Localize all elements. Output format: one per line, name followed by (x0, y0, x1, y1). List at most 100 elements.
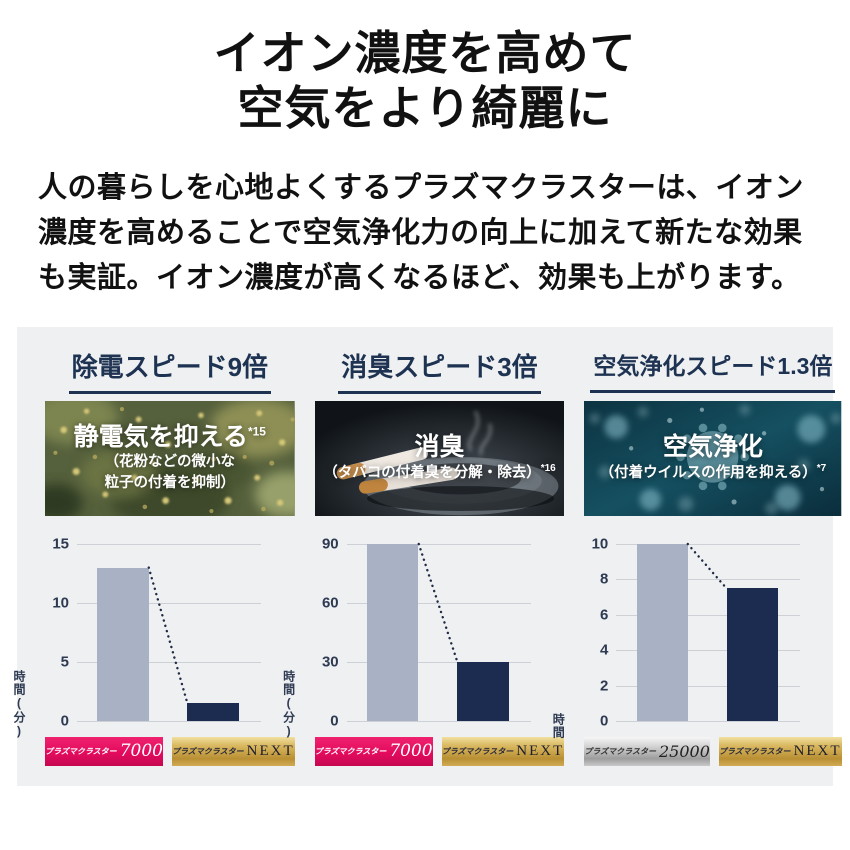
badge-brand: プラズマクラスター (718, 747, 791, 756)
column-static-electricity: 除電スピード9倍 (12, 347, 295, 766)
badge-model: NEXT (793, 743, 842, 759)
trend-dotted-line (417, 542, 459, 664)
virus-photo-art (584, 401, 842, 516)
column-air-purify: 空気浄化スピード1.3倍 (551, 347, 842, 766)
gridline (77, 721, 261, 722)
bar-next-model (187, 703, 239, 721)
badge-model: 25000 (658, 741, 710, 761)
y-tick-label: 0 (599, 712, 609, 730)
ashtray-photo: 消臭 （タバコの付着臭を分解・除去）*16 (314, 401, 565, 516)
badge-model: 7000 (119, 741, 163, 761)
caption-sub-note: *16 (540, 462, 556, 474)
y-tick-label: 5 (60, 653, 69, 671)
photo-caption: 静電気を抑える*15 （花粉などの微小な 粒子の付着を抑制） (45, 401, 295, 516)
product-badge-7000: プラズマクラスター 7000 (314, 737, 433, 766)
bar-chart-air-purify: 0 2 4 6 8 10 時間 (551, 530, 841, 739)
y-tick-label: 90 (321, 535, 339, 553)
badge-model: NEXT (516, 743, 565, 759)
bar-base-model (366, 544, 419, 721)
product-badge-next: プラズマクラスター NEXT (441, 737, 565, 766)
y-tick-label: 30 (321, 653, 339, 671)
caption-main-text: 空気浄化 (662, 433, 763, 462)
y-tick-label: 6 (599, 606, 609, 624)
caption-main-text: 消臭 (414, 433, 465, 462)
product-badges: プラズマクラスター 25000 プラズマクラスター NEXT (584, 737, 842, 766)
caption-sub-text1: （付着ウイルスの作用を抑える） (599, 464, 817, 481)
bar-chart-deodorize: 0 30 60 90 時間(分) (282, 530, 565, 739)
photo-caption-sub1: （タバコの付着臭を分解・除去）*16 (323, 462, 556, 484)
comparison-panel: 除電スピード9倍 (12, 327, 842, 786)
column-header-label: 消臭スピード3倍 (338, 347, 541, 394)
trend-dotted-line (147, 566, 189, 705)
pollen-photo: 静電気を抑える*15 （花粉などの微小な 粒子の付着を抑制） (45, 401, 295, 516)
pollen-photo-art (45, 401, 295, 516)
column-header: 空気浄化スピード1.3倍 (584, 347, 841, 399)
page-title: イオン濃度を高めて 空気をより綺麗に (0, 0, 850, 136)
column-header: 消臭スピード3倍 (315, 347, 565, 399)
gridline (77, 603, 261, 604)
product-badge-next: プラズマクラスター NEXT (718, 737, 842, 766)
gridline (616, 721, 801, 722)
photo-caption-main: 消臭 (414, 433, 464, 462)
caption-sub-note: *7 (816, 462, 827, 474)
y-axis-label: 時間 (551, 713, 566, 739)
caption-sub-text1: （花粉などの微小な (104, 453, 236, 470)
intro-paragraph: 人の暮らしを心地よくするプラズマクラスターは、イオン濃度を高めることで空気浄化力… (38, 172, 804, 294)
badge-model: 7000 (389, 741, 433, 761)
y-tick-label: 60 (321, 594, 339, 612)
bar-base-model (97, 567, 149, 721)
photo-caption-sub2: 粒子の付着を抑制） (105, 473, 236, 494)
column-deodorize: 消臭スピード3倍 (282, 347, 565, 766)
y-tick-label: 15 (52, 535, 69, 553)
bar-chart-static: 0 5 10 15 時間(分) (12, 530, 295, 739)
caption-sub-text1: （タバコの付着臭を分解・除去） (323, 464, 541, 481)
y-tick-label: 0 (60, 712, 69, 730)
caption-main-text: 静電気を抑える (73, 423, 248, 452)
photo-caption: 消臭 （タバコの付着臭を分解・除去）*16 (315, 401, 565, 516)
badge-brand: プラズマクラスター (314, 747, 387, 756)
gridline (346, 544, 531, 545)
column-header-label: 除電スピード9倍 (68, 347, 272, 394)
badge-model: NEXT (246, 743, 295, 759)
photo-caption-main: 空気浄化 (663, 433, 763, 462)
product-badges: プラズマクラスター 7000 プラズマクラスター NEXT (45, 737, 295, 766)
y-tick-label: 10 (52, 594, 69, 612)
badge-brand: プラズマクラスター (584, 747, 656, 756)
product-badge-25000: プラズマクラスター 25000 (584, 737, 710, 766)
page-title-line2: 空気をより綺麗に (237, 82, 613, 134)
gridline (616, 614, 801, 616)
product-badges: プラズマクラスター 7000 プラズマクラスター NEXT (314, 737, 565, 766)
gridline (77, 662, 261, 663)
badge-brand: プラズマクラスター (441, 747, 514, 756)
y-tick-label: 4 (599, 641, 609, 659)
bar-base-model (636, 544, 689, 721)
gridline (346, 721, 531, 722)
virus-photo: 空気浄化 （付着ウイルスの作用を抑える）*7 (584, 401, 842, 516)
y-tick-label: 10 (591, 535, 609, 553)
page-title-line1: イオン濃度を高めて (213, 27, 637, 79)
photo-caption: 空気浄化 （付着ウイルスの作用を抑える）*7 (584, 401, 841, 516)
caption-sub-text2: 粒子の付着を抑制） (104, 474, 236, 491)
trend-dotted-line (686, 542, 728, 590)
badge-brand: プラズマクラスター (171, 747, 244, 756)
bar-chart-plot: 0 5 10 15 (52, 537, 261, 729)
gridline (616, 544, 801, 545)
photo-caption-sub1: （付着ウイルスの作用を抑える）*7 (600, 462, 827, 484)
photo-caption-main: 静電気を抑える*15 (74, 423, 266, 452)
bar-next-model (726, 588, 779, 721)
y-tick-label: 2 (599, 677, 609, 695)
gridline (346, 603, 531, 604)
gridline (616, 685, 801, 687)
y-tick-label: 0 (330, 712, 339, 730)
caption-main-note: *15 (247, 424, 266, 439)
photo-caption-sub1: （花粉などの微小な (105, 452, 236, 473)
column-header: 除電スピード9倍 (45, 347, 295, 399)
product-badge-next: プラズマクラスター NEXT (171, 737, 295, 766)
bar-next-model (457, 662, 509, 721)
bar-chart-plot: 0 30 60 90 (322, 537, 531, 729)
product-badge-7000: プラズマクラスター 7000 (45, 737, 163, 766)
gridline (616, 650, 801, 652)
y-tick-label: 8 (599, 570, 609, 588)
badge-brand: プラズマクラスター (45, 747, 117, 756)
